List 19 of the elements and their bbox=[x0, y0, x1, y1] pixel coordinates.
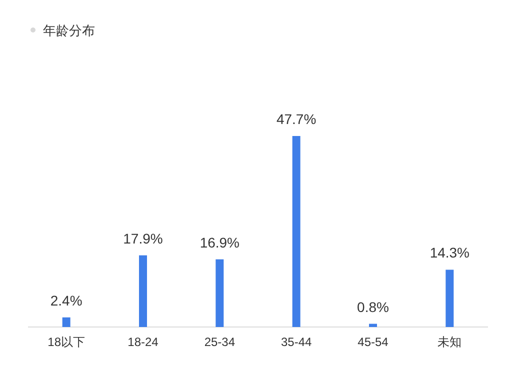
bar bbox=[139, 255, 147, 327]
x-tick-label: 25-34 bbox=[204, 335, 236, 349]
x-tick-label: 35-44 bbox=[280, 335, 312, 349]
x-tick-label: 18-24 bbox=[128, 335, 159, 349]
bar bbox=[369, 324, 377, 327]
chart-title: 年龄分布 bbox=[43, 23, 95, 38]
data-label: 47.7% bbox=[276, 111, 316, 127]
data-label: 17.9% bbox=[123, 230, 163, 246]
data-label: 16.9% bbox=[200, 234, 240, 250]
bar bbox=[292, 136, 300, 327]
x-tick-label: 45-54 bbox=[358, 335, 389, 349]
data-label: 14.3% bbox=[430, 244, 470, 261]
bar bbox=[216, 259, 224, 327]
bar bbox=[446, 270, 454, 327]
data-label: 0.8% bbox=[357, 298, 389, 315]
x-tick-label: 18以下 bbox=[48, 335, 86, 349]
data-label: 2.4% bbox=[50, 292, 82, 308]
bar bbox=[62, 317, 70, 327]
x-tick-label: 未知 bbox=[438, 335, 462, 349]
